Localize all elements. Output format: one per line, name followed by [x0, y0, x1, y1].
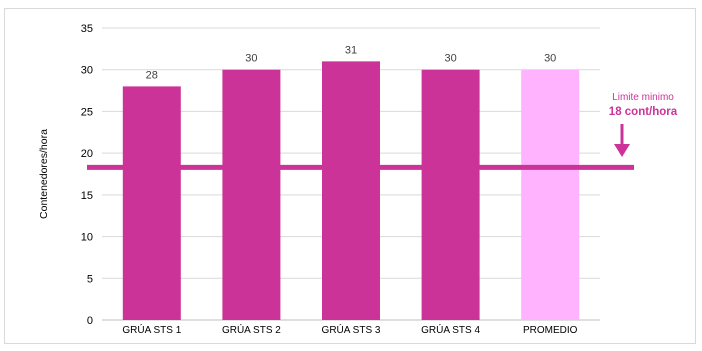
data-label: 31: [345, 44, 357, 56]
y-tick-label: 5: [87, 273, 93, 285]
y-tick-label: 35: [81, 23, 93, 35]
bar: [421, 69, 480, 320]
data-label: 30: [245, 53, 257, 65]
bars: [122, 61, 580, 321]
annotation-limit-label: Limite minimo: [612, 92, 674, 103]
data-labels: 28 30 31 30 30: [146, 44, 557, 81]
y-tick-label: 15: [81, 190, 93, 202]
y-axis-ticks: 0 5 10 15 20 25 30 35: [81, 23, 93, 327]
bar: [222, 69, 281, 320]
data-label: 30: [444, 53, 456, 65]
y-axis-title: Contenedores/hora: [38, 129, 50, 219]
category-label: GRÚA STS 4: [421, 323, 480, 336]
data-label: 30: [544, 53, 556, 65]
down-arrow-icon: [614, 124, 630, 157]
bar: [122, 86, 181, 321]
annotation-limit-value: 18 cont/hora: [609, 106, 678, 118]
category-label: PROMEDIO: [523, 325, 578, 336]
category-label: GRÚA STS 3: [322, 323, 381, 336]
category-label: GRÚA STS 2: [222, 323, 281, 336]
category-labels: GRÚA STS 1 GRÚA STS 2 GRÚA STS 3 GRÚA STS 4…: [122, 323, 577, 336]
bar: [521, 69, 580, 320]
y-tick-label: 10: [81, 232, 93, 244]
category-label: GRÚA STS 1: [122, 323, 181, 336]
y-tick-label: 25: [81, 106, 93, 118]
arrow-head: [614, 144, 630, 157]
bar: [322, 61, 380, 320]
data-label: 28: [146, 69, 158, 81]
y-tick-label: 0: [87, 315, 93, 327]
y-tick-label: 20: [81, 148, 93, 160]
y-tick-label: 30: [81, 65, 93, 77]
